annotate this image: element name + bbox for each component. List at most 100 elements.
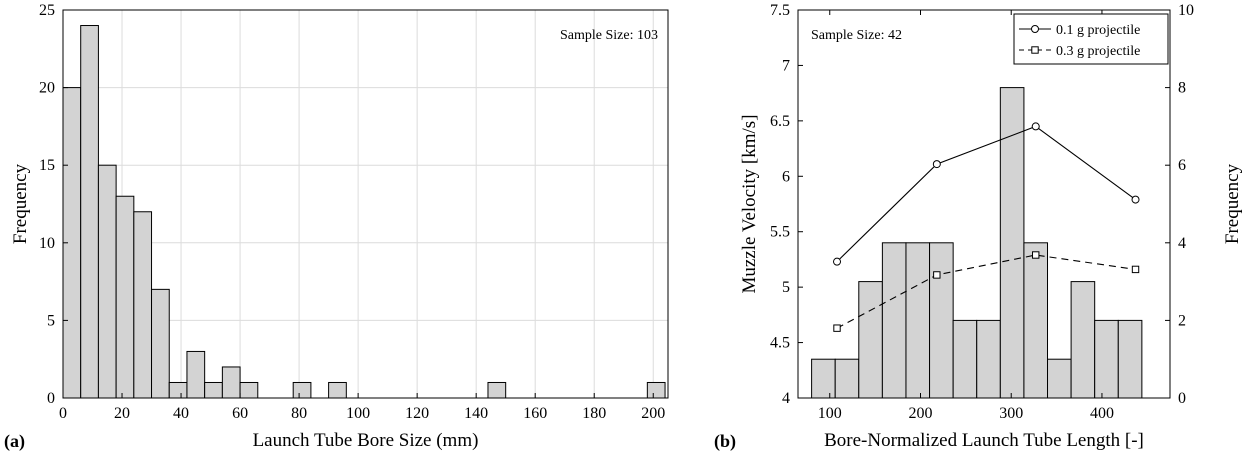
- histogram-bar: [1047, 358, 1072, 399]
- data-point-square: [933, 271, 941, 279]
- histogram-bars: [62, 25, 666, 399]
- y-tick-label: 5: [47, 312, 55, 329]
- x-ticks: 0 20 40 60 80 100 120 140 160 180 200: [59, 393, 665, 422]
- histogram-bar: [80, 25, 99, 399]
- histogram-bar: [133, 211, 153, 399]
- y-tick-label: 20: [39, 80, 55, 97]
- histogram-bar: [905, 242, 931, 399]
- plot-frame: [62, 9, 669, 399]
- histogram-bar: [1094, 319, 1119, 399]
- left-y-ticks: 4 4.5 5 5.5 6 6.5 7 7.5: [770, 2, 803, 407]
- x-ticks: 100 200 300 400: [818, 10, 1114, 422]
- panel-label: (b): [714, 431, 736, 452]
- x-tick-label: 100: [346, 405, 370, 422]
- left-y-tick-label: 7: [782, 57, 790, 74]
- plot-frame: [797, 9, 1171, 399]
- legend: 0.1 g projectile 0.3 g projectile: [1013, 13, 1169, 65]
- x-tick-label: 20: [114, 405, 130, 422]
- series-line: [836, 125, 1136, 262]
- y-axis-label: Frequency: [10, 163, 31, 244]
- x-tick-label: 200: [908, 405, 932, 422]
- series-line: [836, 254, 1136, 329]
- left-y-tick-label: 4: [782, 390, 790, 407]
- x-tick-label: 180: [582, 405, 606, 422]
- histogram-bar: [834, 358, 860, 399]
- x-tick-label: 0: [59, 405, 67, 422]
- right-y-ticks: 0 2 4 6 8 10: [1165, 2, 1194, 407]
- data-point-square: [1032, 251, 1040, 259]
- histogram-bore-size: 0 20 40 60 80 100 120 140 160 180 200 0 5 10 15 20 25 L…: [4, 2, 669, 452]
- right-y-tick-label: 4: [1178, 235, 1186, 252]
- x-tick-label: 60: [232, 405, 248, 422]
- data-point-circle: [833, 257, 842, 266]
- histogram-bar: [97, 164, 117, 399]
- x-tick-label: 100: [818, 405, 842, 422]
- right-y-tick-label: 6: [1178, 157, 1186, 174]
- histogram-bar: [115, 195, 135, 399]
- x-tick-label: 400: [1090, 405, 1114, 422]
- data-point-circle: [1031, 122, 1040, 131]
- left-y-axis-label: Muzzle Velocity [km/s]: [739, 114, 760, 293]
- histogram-bar: [292, 381, 312, 399]
- y-tick-label: 25: [39, 2, 55, 19]
- data-point-circle: [1131, 195, 1140, 204]
- histogram-bar: [168, 381, 188, 399]
- legend-box: [1013, 13, 1169, 65]
- x-axis-label: Bore-Normalized Launch Tube Length [-]: [824, 430, 1144, 451]
- histogram-bar: [151, 288, 170, 399]
- x-tick-label: 200: [641, 405, 665, 422]
- x-tick-label: 120: [405, 405, 429, 422]
- legend-label: 0.1 g projectile: [1056, 23, 1140, 38]
- histogram-bar: [976, 319, 1001, 399]
- legend-marker-square: [1031, 46, 1039, 54]
- velocity-vs-length-chart: 100 200 300 400 4 4.5 5 5.5 6 6.5 7 7.5 0 2 4 6 8 10 Bo…: [714, 2, 1243, 452]
- data-point-circle: [932, 160, 941, 169]
- histogram-bar: [811, 358, 836, 399]
- histogram-bars: [811, 87, 1143, 399]
- x-tick-label: 140: [464, 405, 488, 422]
- histogram-bar: [221, 366, 241, 399]
- right-y-tick-label: 2: [1178, 312, 1186, 329]
- velocity-series: [833, 122, 1140, 332]
- histogram-bar: [239, 381, 259, 399]
- histogram-bar: [328, 381, 347, 399]
- x-tick-label: 160: [523, 405, 547, 422]
- y-ticks: 0 5 10 15 20 25: [39, 2, 68, 407]
- left-y-tick-label: 6: [782, 168, 790, 185]
- right-y-tick-label: 0: [1178, 390, 1186, 407]
- histogram-bar: [204, 381, 223, 399]
- histogram-bar: [1117, 319, 1143, 399]
- right-y-axis-label: Frequency: [1222, 163, 1243, 244]
- x-tick-label: 80: [291, 405, 307, 422]
- histogram-bar: [999, 87, 1025, 399]
- legend-label: 0.3 g projectile: [1056, 44, 1140, 59]
- left-y-tick-label: 6.5: [770, 113, 790, 130]
- legend-marker-circle: [1031, 25, 1039, 33]
- data-point-square: [833, 324, 841, 332]
- histogram-bar: [646, 381, 666, 399]
- right-y-tick-label: 10: [1178, 2, 1194, 19]
- left-y-tick-label: 5: [782, 279, 790, 296]
- left-y-tick-label: 5.5: [770, 224, 790, 241]
- y-tick-label: 15: [39, 157, 55, 174]
- sample-size-annotation: Sample Size: 42: [811, 28, 902, 43]
- left-y-tick-label: 7.5: [770, 2, 790, 19]
- histogram-bar: [1023, 242, 1049, 399]
- right-y-tick-label: 8: [1178, 80, 1186, 97]
- histogram-bar: [952, 319, 978, 399]
- legend-items: 0.1 g projectile 0.3 g projectile: [1019, 23, 1140, 59]
- panel-label: (a): [4, 431, 25, 452]
- histogram-bar: [858, 281, 883, 399]
- x-axis-label: Launch Tube Bore Size (mm): [253, 430, 479, 451]
- histogram-bar: [1070, 281, 1096, 399]
- y-tick-label: 0: [47, 390, 55, 407]
- histogram-bar: [186, 350, 206, 399]
- histogram-bar: [487, 381, 507, 399]
- x-tick-label: 300: [999, 405, 1023, 422]
- sample-size-annotation: Sample Size: 103: [560, 28, 658, 43]
- data-point-square: [1131, 265, 1140, 274]
- left-y-tick-label: 4.5: [770, 335, 790, 352]
- y-tick-label: 10: [39, 235, 55, 252]
- histogram-bar: [881, 242, 907, 399]
